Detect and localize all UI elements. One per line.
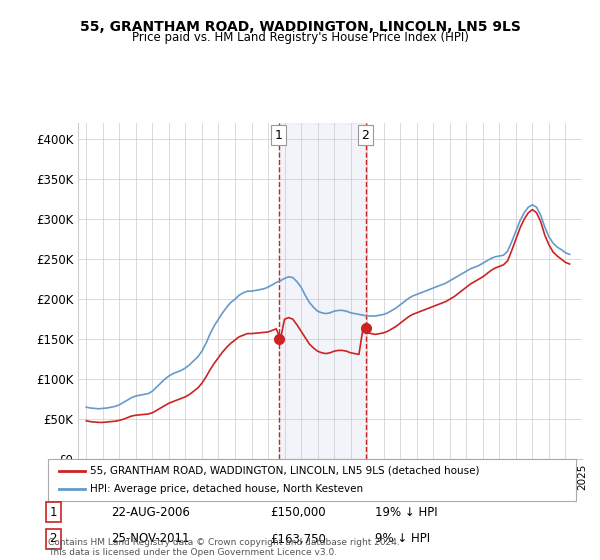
Text: 55, GRANTHAM ROAD, WADDINGTON, LINCOLN, LN5 9LS (detached house): 55, GRANTHAM ROAD, WADDINGTON, LINCOLN, …	[90, 466, 480, 476]
Text: 2: 2	[362, 129, 370, 142]
Text: 25-NOV-2011: 25-NOV-2011	[112, 533, 190, 545]
FancyBboxPatch shape	[48, 459, 576, 501]
Text: 1: 1	[275, 129, 283, 142]
Text: £163,750: £163,750	[270, 533, 326, 545]
Text: 9% ↓ HPI: 9% ↓ HPI	[376, 533, 430, 545]
Text: 2: 2	[50, 533, 57, 545]
Text: HPI: Average price, detached house, North Kesteven: HPI: Average price, detached house, Nort…	[90, 484, 364, 494]
Text: 22-AUG-2006: 22-AUG-2006	[112, 506, 190, 519]
Bar	[279, 123, 365, 459]
Text: 19% ↓ HPI: 19% ↓ HPI	[376, 506, 438, 519]
Text: Price paid vs. HM Land Registry's House Price Index (HPI): Price paid vs. HM Land Registry's House …	[131, 31, 469, 44]
Text: 55, GRANTHAM ROAD, WADDINGTON, LINCOLN, LN5 9LS: 55, GRANTHAM ROAD, WADDINGTON, LINCOLN, …	[80, 20, 520, 34]
Text: £150,000: £150,000	[270, 506, 325, 519]
Text: 1: 1	[50, 506, 57, 519]
Text: Contains HM Land Registry data © Crown copyright and database right 2024.
This d: Contains HM Land Registry data © Crown c…	[48, 538, 400, 557]
